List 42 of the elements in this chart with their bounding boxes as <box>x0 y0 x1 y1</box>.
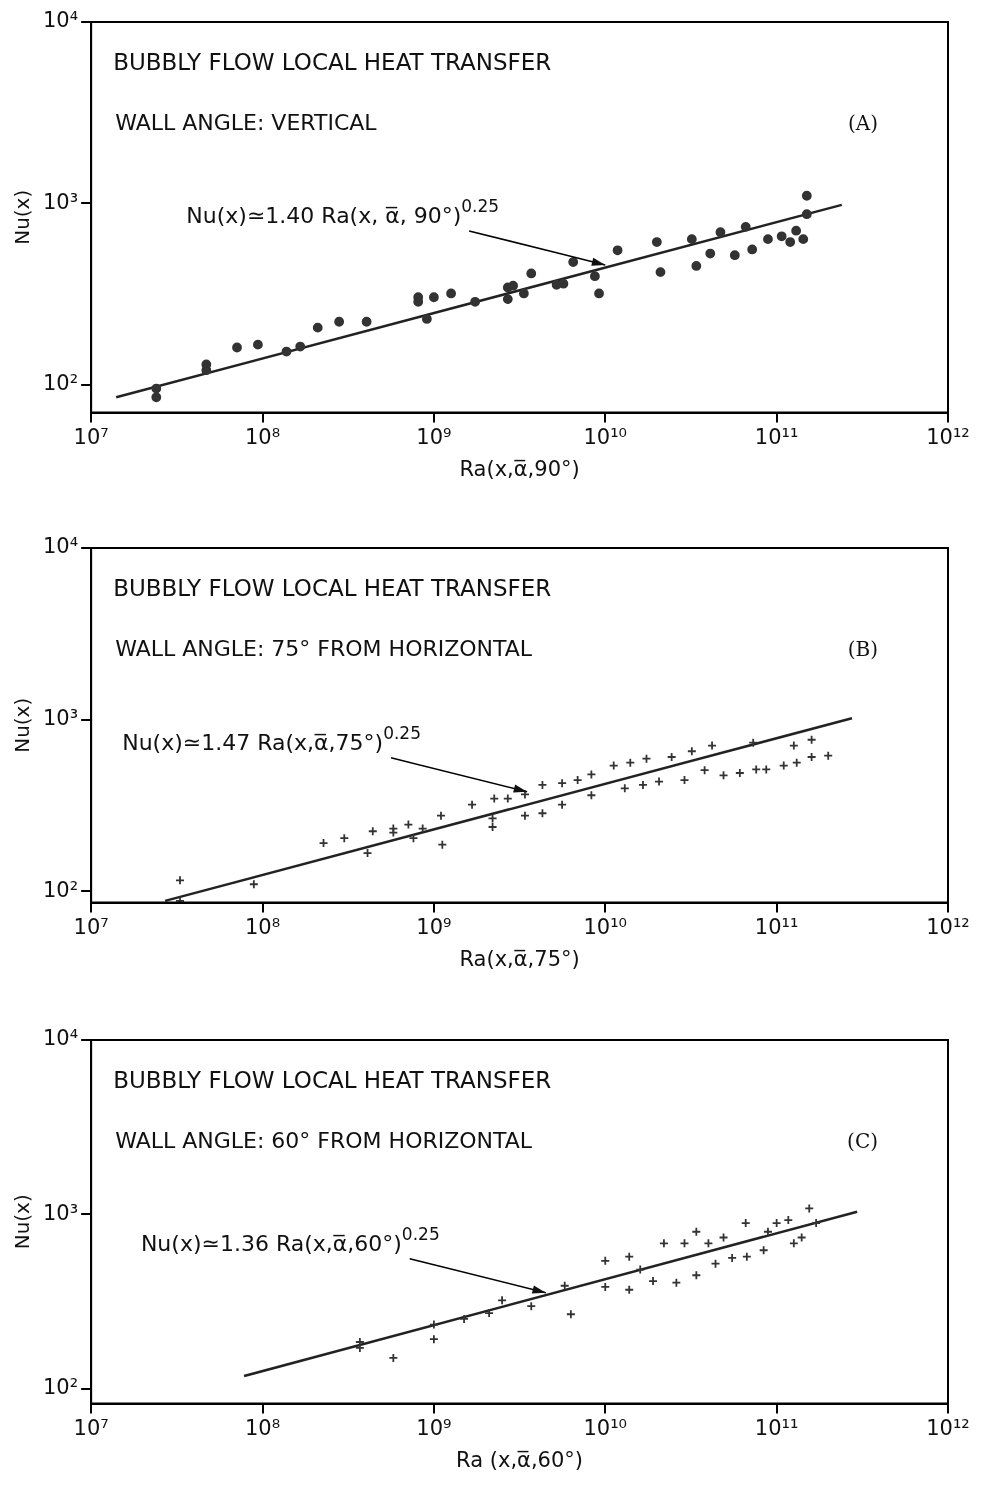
x-tick-label: 10¹¹ <box>754 424 799 449</box>
y-tick-label: 10² <box>43 370 79 395</box>
text: WALL ANGLE: 60° FROM HORIZONTAL <box>115 1128 533 1153</box>
x-tick-label: 10¹² <box>926 424 970 449</box>
text: BUBBLY FLOW LOCAL HEAT TRANSFER <box>113 575 552 601</box>
x-tick-label: 10¹⁰ <box>583 1415 628 1440</box>
x-tick-label: 10⁸ <box>244 424 281 449</box>
x-tick-label: 10¹⁰ <box>583 914 628 939</box>
annotation: (B) <box>847 637 878 661</box>
x-tick-label: 10⁹ <box>416 1415 452 1440</box>
x-tick-label: 10⁷ <box>73 1415 109 1440</box>
text: BUBBLY FLOW LOCAL HEAT TRANSFER <box>113 49 552 75</box>
y-tick-label: 10³ <box>43 189 79 214</box>
text: BUBBLY FLOW LOCAL HEAT TRANSFER <box>113 1067 552 1093</box>
y-axis-title: Nu(x) <box>10 189 35 245</box>
x-tick-label: 10⁸ <box>244 914 281 939</box>
x-tick-label: 10¹¹ <box>754 1415 799 1440</box>
x-axis-title: Ra (x,α̅,60°) <box>456 1447 584 1472</box>
y-tick-label: 10⁴ <box>43 8 79 33</box>
text: WALL ANGLE: VERTICAL <box>115 110 378 135</box>
y-tick-label: 10² <box>43 1375 79 1400</box>
y-tick-label: 10³ <box>43 1200 79 1225</box>
x-tick-label: 10⁹ <box>416 914 452 939</box>
text: WALL ANGLE: 75° FROM HORIZONTAL <box>115 636 533 661</box>
y-tick-label: 10³ <box>43 706 79 731</box>
y-tick-label: 10² <box>43 877 79 902</box>
x-tick-label: 10⁷ <box>73 424 109 449</box>
y-axis-title: Nu(x) <box>10 1194 35 1250</box>
y-tick-label: 10⁴ <box>43 534 79 559</box>
x-axis-title: Ra(x,α̅,90°) <box>459 456 580 481</box>
x-tick-label: 10⁹ <box>416 424 452 449</box>
x-axis-title: Ra(x,α̅,75°) <box>459 946 580 971</box>
annotation: (A) <box>847 111 878 135</box>
y-axis-title: Nu(x) <box>10 697 35 753</box>
x-tick-label: 10¹² <box>926 1415 970 1440</box>
x-tick-label: 10¹² <box>926 914 970 939</box>
annotation: (C) <box>847 1129 878 1153</box>
x-tick-label: 10¹¹ <box>754 914 799 939</box>
y-tick-label: 10⁴ <box>43 1026 79 1051</box>
x-tick-label: 10⁷ <box>73 914 109 939</box>
x-tick-label: 10⁸ <box>244 1415 281 1440</box>
x-tick-label: 10¹⁰ <box>583 424 628 449</box>
